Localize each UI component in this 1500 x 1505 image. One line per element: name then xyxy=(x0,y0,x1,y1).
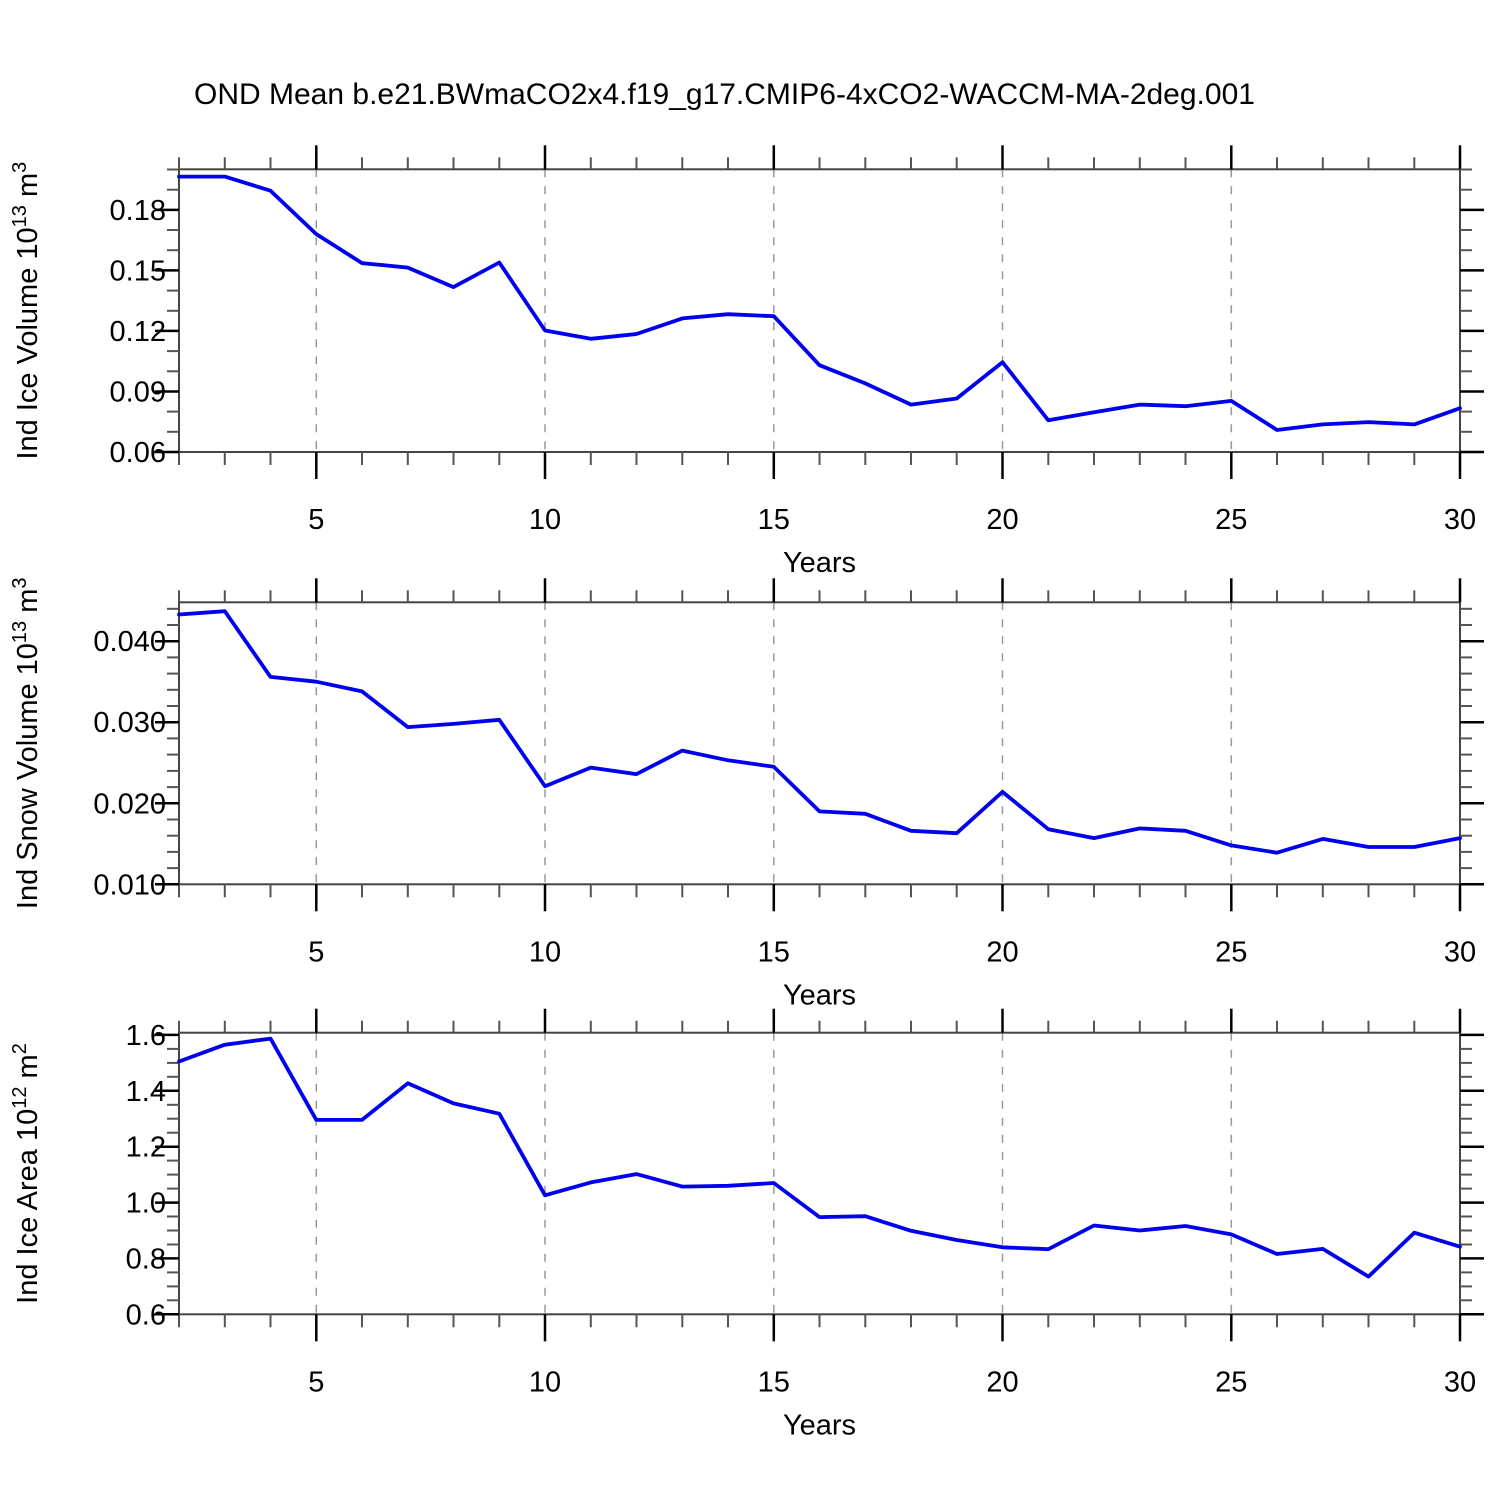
x-axis-title: Years xyxy=(783,547,856,579)
plot-border xyxy=(178,1031,1461,1316)
y-tick-label: 0.18 xyxy=(110,195,166,227)
y-tick-label: 0.040 xyxy=(93,626,166,658)
series-line-snow-volume xyxy=(177,609,1462,855)
x-tick-label: 15 xyxy=(758,1366,790,1398)
y-tick-label: 1.0 xyxy=(126,1188,166,1220)
x-tick-label: 30 xyxy=(1444,1366,1476,1398)
plot-border xyxy=(178,601,1461,886)
series-line-ice-area xyxy=(177,1036,1462,1279)
x-tick-label: 20 xyxy=(986,936,1018,968)
y-tick-label: 0.12 xyxy=(110,316,166,348)
x-tick-label: 20 xyxy=(986,504,1018,536)
x-tick-label: 10 xyxy=(529,936,561,968)
y-tick-label: 1.2 xyxy=(126,1132,166,1164)
y-tick-label: 0.010 xyxy=(93,869,166,901)
y-tick-label: 1.4 xyxy=(126,1076,166,1108)
plot-border xyxy=(178,168,1461,454)
y-tick-label: 0.8 xyxy=(126,1243,166,1275)
x-tick-label: 15 xyxy=(758,936,790,968)
chart-ice-volume: 5 10 15 20 25 30 Years 0.18 0.15 0.12 0.09 0.06 Ind … xyxy=(9,145,1484,579)
x-tick-label: 5 xyxy=(308,504,324,536)
y-tick-label: 0.09 xyxy=(110,377,166,409)
x-tick-label: 25 xyxy=(1215,504,1247,536)
x-tick-label: 5 xyxy=(308,936,324,968)
y-tick-label: 0.030 xyxy=(93,707,166,739)
x-axis-title: Years xyxy=(783,979,856,1011)
y-tick-label: 0.06 xyxy=(110,437,166,469)
x-tick-label: 30 xyxy=(1444,936,1476,968)
x-tick-label: 10 xyxy=(529,504,561,536)
x-tick-label: 25 xyxy=(1215,1366,1247,1398)
x-tick-label: 5 xyxy=(308,1366,324,1398)
series-line-ice-volume xyxy=(177,174,1462,432)
x-axis-title: Years xyxy=(783,1409,856,1441)
x-tick-label: 20 xyxy=(986,1366,1018,1398)
y-tick-label: 0.6 xyxy=(126,1299,166,1331)
x-tick-label: 15 xyxy=(758,504,790,536)
x-tick-label: 10 xyxy=(529,1366,561,1398)
y-axis-title: Ind Ice Volume 1013 m3 xyxy=(9,162,44,460)
y-axis-title: Ind Snow Volume 1013 m3 xyxy=(9,577,44,909)
y-axis-title: Ind Ice Area 1012 m2 xyxy=(9,1043,44,1304)
y-tick-label: 0.020 xyxy=(93,788,166,820)
chart-ice-area: 5 10 15 20 25 30 Years 1.6 1.4 1.2 1.0 0.8 0.6 Ind Ic… xyxy=(9,1008,1484,1441)
figure-title: OND Mean b.e21.BWmaCO2x4.f19_g17.CMIP6-4… xyxy=(194,78,1255,111)
y-tick-label: 1.6 xyxy=(126,1020,166,1052)
chart-snow-volume: 5 10 15 20 25 30 Years 0.040 0.030 0.020 0.010 Ind … xyxy=(9,577,1484,1011)
x-tick-label: 25 xyxy=(1215,936,1247,968)
y-tick-label: 0.15 xyxy=(110,255,166,287)
x-tick-label: 30 xyxy=(1444,504,1476,536)
